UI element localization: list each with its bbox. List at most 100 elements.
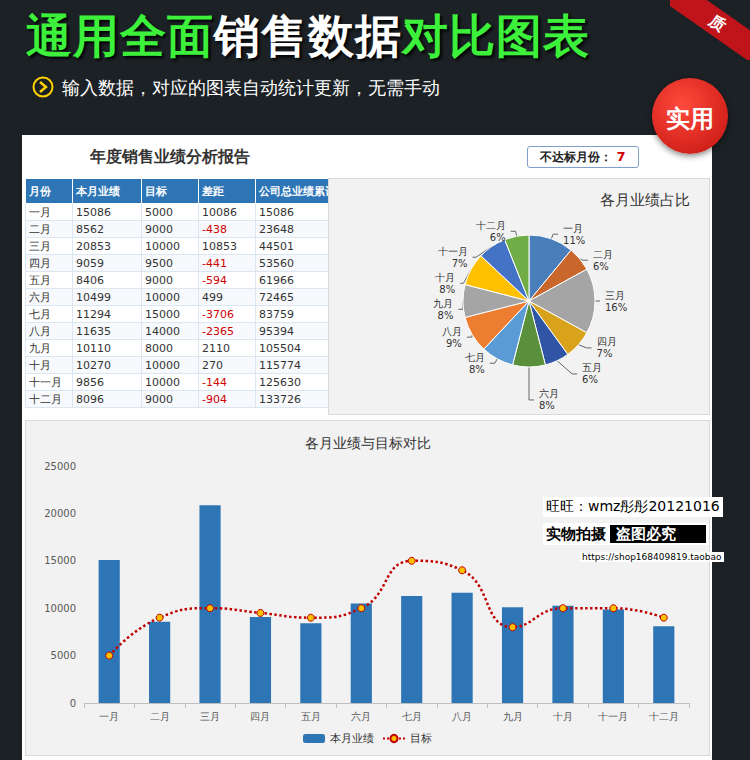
html-text:-438: -438	[202, 222, 227, 236]
html-text:9059: 9059	[76, 256, 104, 270]
svg-text:16%: 16%	[605, 302, 627, 313]
svg-text:7%: 7%	[452, 258, 468, 269]
html-text:输入数据，对应的图表自动统计更新，无需手动: 输入数据，对应的图表自动统计更新，无需手动	[62, 77, 440, 98]
svg-text:八月: 八月	[442, 326, 462, 337]
html-text:三月: 三月	[29, 239, 51, 253]
html-text:-2365: -2365	[202, 324, 234, 338]
svg-text:五月: 五月	[301, 711, 321, 722]
svg-text:十一月: 十一月	[438, 246, 468, 257]
html-text:9000: 9000	[145, 222, 173, 236]
svg-text:四月: 四月	[597, 336, 617, 347]
svg-text:一月: 一月	[99, 711, 119, 722]
svg-text:九月: 九月	[503, 711, 523, 722]
svg-text:9%: 9%	[446, 338, 462, 349]
svg-text:二月: 二月	[150, 711, 170, 722]
html-text:五月: 五月	[29, 273, 51, 287]
svg-text:三月: 三月	[200, 711, 220, 722]
svg-text:二月: 二月	[593, 249, 613, 260]
html-text:七月: 七月	[29, 307, 51, 321]
svg-text:十二月: 十二月	[649, 711, 679, 722]
svg-text:8%: 8%	[469, 364, 485, 375]
svg-text:七月: 七月	[465, 352, 485, 363]
svg-text:十月: 十月	[553, 711, 573, 722]
html-text:9500: 9500	[145, 256, 173, 270]
svg-text:各月业绩占比: 各月业绩占比	[600, 191, 690, 209]
html-text:10000: 10000	[145, 239, 180, 253]
svg-text:九月: 九月	[433, 298, 453, 309]
html-text:14000: 14000	[145, 324, 180, 338]
html-text:10853: 10853	[202, 239, 237, 253]
html-text:23648: 23648	[259, 222, 294, 236]
svg-text:六月: 六月	[539, 388, 559, 399]
html-text:-594: -594	[202, 273, 227, 287]
html-text:10000: 10000	[145, 290, 180, 304]
html-text:499: 499	[202, 290, 223, 304]
html-text:公司总业绩累计: 公司总业绩累计	[259, 184, 336, 198]
svg-text:11%: 11%	[563, 235, 585, 246]
html-text:月份: 月份	[29, 184, 51, 198]
svg-text:目标: 目标	[410, 732, 432, 745]
svg-text:十一月: 十一月	[598, 711, 628, 722]
html-text:八月: 八月	[29, 324, 51, 338]
svg-text:十二月: 十二月	[476, 220, 506, 231]
html-text:质: 质	[705, 10, 730, 35]
html-text:六月: 六月	[29, 290, 51, 304]
html-text:10086: 10086	[202, 205, 237, 219]
html-text:不达标月份： 7: 不达标月份： 7	[540, 149, 626, 164]
svg-text:10000: 10000	[44, 603, 76, 614]
html-text:本月业绩: 本月业绩	[76, 184, 120, 198]
html-text:15086: 15086	[259, 205, 294, 219]
svg-text:15000: 15000	[44, 555, 76, 566]
html-text:8562: 8562	[76, 222, 104, 236]
html-text:15086: 15086	[76, 205, 111, 219]
svg-text:20000: 20000	[44, 508, 76, 519]
svg-text:十月: 十月	[435, 272, 455, 283]
svg-text:七月: 七月	[402, 711, 422, 722]
html-text:10499: 10499	[76, 290, 111, 304]
svg-text:25000: 25000	[44, 461, 76, 472]
html-text:二月: 二月	[29, 222, 51, 236]
svg-text:6%: 6%	[490, 232, 506, 243]
svg-text:一月: 一月	[563, 223, 583, 234]
svg-text:5000: 5000	[51, 650, 76, 661]
html-text:目标: 目标	[145, 184, 167, 198]
svg-text:六月: 六月	[351, 711, 371, 722]
svg-text:8%: 8%	[439, 284, 455, 295]
html-text:11635: 11635	[76, 324, 111, 338]
html-text:8406: 8406	[76, 273, 104, 287]
html-text:四月: 四月	[29, 256, 51, 270]
svg-text:八月: 八月	[452, 711, 472, 722]
svg-text:四月: 四月	[250, 711, 270, 722]
html-text:盗图必究: 盗图必究	[616, 525, 676, 543]
svg-text:6%: 6%	[593, 261, 609, 272]
svg-text:各月业绩与目标对比: 各月业绩与目标对比	[305, 435, 431, 451]
html-text:实用: 实用	[666, 105, 714, 133]
html-text:通用全面销售数据对比图表: 通用全面销售数据对比图表	[26, 9, 590, 63]
html-text:61966: 61966	[259, 273, 294, 287]
html-text:年度销售业绩分析报告: 年度销售业绩分析报告	[90, 147, 250, 166]
svg-text:8%: 8%	[438, 310, 454, 321]
html-text:15000: 15000	[145, 307, 180, 321]
html-text:-441: -441	[202, 256, 227, 270]
html-text:差距: 差距	[202, 184, 224, 198]
html-text:44501: 44501	[259, 239, 294, 253]
html-text:95394: 95394	[259, 324, 294, 338]
svg-text:三月: 三月	[605, 290, 625, 301]
html-text:11294: 11294	[76, 307, 111, 321]
svg-text:本月业绩: 本月业绩	[330, 732, 374, 745]
html-text:5000: 5000	[145, 205, 173, 219]
html-text:-3706: -3706	[202, 307, 234, 321]
html-text:83759: 83759	[259, 307, 294, 321]
svg-text:6%: 6%	[582, 374, 598, 385]
html-text:一月: 一月	[29, 205, 51, 219]
html-text:旺旺：wmz彤彤20121016: 旺旺：wmz彤彤20121016	[546, 498, 720, 514]
html-text:9000: 9000	[145, 273, 173, 287]
html-text:72465: 72465	[259, 290, 294, 304]
html-text:53560: 53560	[259, 256, 294, 270]
svg-text:7%: 7%	[597, 348, 613, 359]
html-text:20853: 20853	[76, 239, 111, 253]
svg-text:五月: 五月	[582, 362, 602, 373]
html-text:实物拍摄: 实物拍摄	[546, 525, 606, 543]
svg-text:0: 0	[70, 698, 76, 709]
svg-text:8%: 8%	[539, 400, 555, 411]
